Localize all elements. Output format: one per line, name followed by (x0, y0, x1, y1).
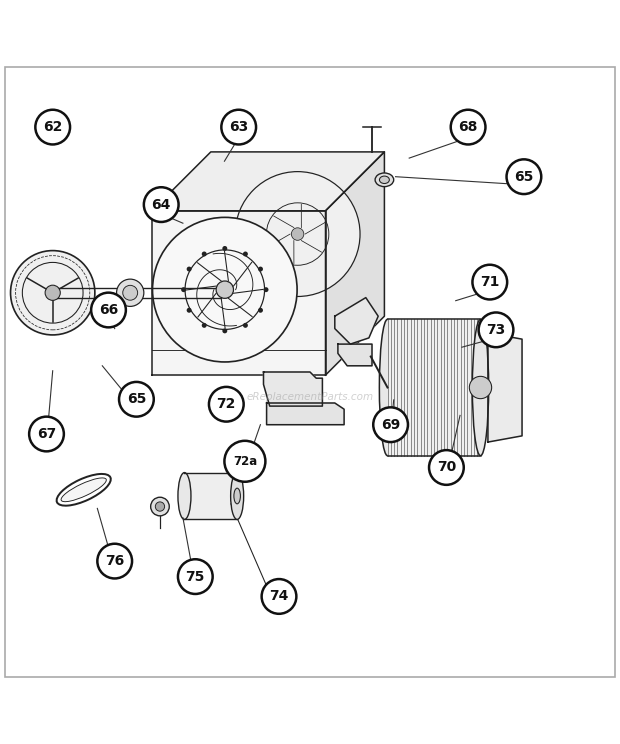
Polygon shape (335, 298, 378, 344)
Polygon shape (152, 152, 384, 211)
Circle shape (429, 450, 464, 485)
Text: 72: 72 (216, 397, 236, 411)
Text: 65: 65 (514, 170, 534, 184)
Circle shape (221, 109, 256, 144)
Text: 65: 65 (126, 392, 146, 406)
Circle shape (187, 308, 192, 312)
Circle shape (216, 281, 234, 298)
Circle shape (153, 217, 297, 362)
Polygon shape (388, 319, 480, 455)
Polygon shape (338, 344, 372, 366)
Circle shape (373, 407, 408, 442)
Text: 68: 68 (458, 120, 478, 134)
Polygon shape (264, 372, 322, 406)
Text: 76: 76 (105, 554, 125, 568)
Text: 62: 62 (43, 120, 63, 134)
Ellipse shape (178, 472, 191, 519)
Circle shape (223, 328, 228, 333)
Circle shape (472, 265, 507, 299)
Circle shape (11, 251, 95, 335)
Circle shape (262, 579, 296, 614)
Circle shape (155, 502, 165, 511)
Polygon shape (488, 333, 522, 442)
Circle shape (187, 266, 192, 272)
Circle shape (117, 279, 144, 307)
Polygon shape (152, 211, 326, 375)
Circle shape (243, 323, 248, 328)
Text: 63: 63 (229, 120, 249, 134)
Ellipse shape (61, 478, 106, 501)
Circle shape (144, 187, 179, 222)
Text: 69: 69 (381, 417, 401, 432)
Circle shape (202, 323, 206, 328)
Text: 66: 66 (99, 303, 118, 317)
Circle shape (451, 109, 485, 144)
Text: eReplacementParts.com: eReplacementParts.com (246, 392, 374, 402)
Circle shape (243, 251, 248, 257)
Circle shape (45, 285, 60, 301)
Circle shape (119, 382, 154, 417)
Circle shape (151, 497, 169, 516)
Circle shape (29, 417, 64, 452)
Circle shape (224, 440, 265, 482)
Ellipse shape (472, 319, 489, 455)
Text: 71: 71 (480, 275, 500, 289)
Circle shape (469, 376, 492, 399)
Text: 64: 64 (151, 198, 171, 211)
Text: 75: 75 (185, 570, 205, 583)
Polygon shape (326, 152, 384, 375)
Circle shape (209, 387, 244, 422)
Circle shape (264, 287, 268, 292)
Text: 73: 73 (486, 323, 506, 337)
Circle shape (479, 312, 513, 347)
Text: 67: 67 (37, 427, 56, 441)
Circle shape (181, 287, 186, 292)
Circle shape (291, 228, 304, 240)
Polygon shape (267, 403, 344, 425)
Circle shape (223, 246, 228, 251)
Circle shape (97, 544, 132, 579)
Ellipse shape (379, 176, 389, 184)
Circle shape (35, 109, 70, 144)
Circle shape (202, 251, 206, 257)
Ellipse shape (231, 472, 244, 519)
Circle shape (91, 292, 126, 327)
Ellipse shape (234, 488, 241, 504)
Polygon shape (185, 472, 237, 519)
Text: 70: 70 (436, 461, 456, 475)
Text: 72a: 72a (232, 455, 257, 468)
Circle shape (258, 308, 263, 312)
Circle shape (123, 285, 138, 300)
Ellipse shape (375, 173, 394, 187)
Text: 74: 74 (269, 589, 289, 603)
Circle shape (507, 159, 541, 194)
Circle shape (258, 266, 263, 272)
Circle shape (178, 559, 213, 594)
Ellipse shape (379, 319, 396, 455)
Circle shape (235, 172, 360, 297)
